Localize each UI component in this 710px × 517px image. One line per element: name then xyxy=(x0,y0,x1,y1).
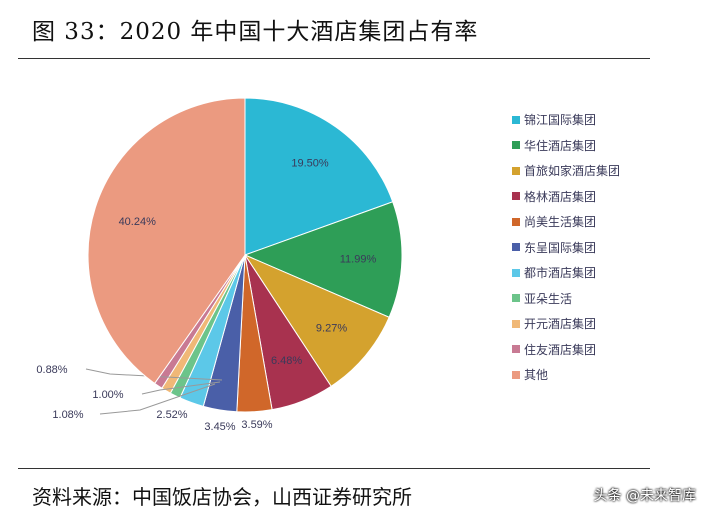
bottom-rule xyxy=(18,468,650,469)
legend-label: 格林酒店集团 xyxy=(524,189,597,204)
legend-item: 开元酒店集团 xyxy=(512,311,620,337)
legend-label: 住友酒店集团 xyxy=(524,342,597,357)
legend-label: 其他 xyxy=(524,368,549,383)
slice-label: 3.45% xyxy=(204,421,235,433)
slice-label: 1.08% xyxy=(52,409,83,421)
legend-label: 东呈国际集团 xyxy=(524,240,597,255)
slice-label: 6.48% xyxy=(271,355,302,367)
legend-item: 亚朵生活 xyxy=(512,286,620,312)
top-rule xyxy=(18,58,650,59)
leader-line xyxy=(99,383,216,415)
legend-item: 华住酒店集团 xyxy=(512,133,620,159)
slice-label: 19.50% xyxy=(291,158,329,170)
legend-item: 住友酒店集团 xyxy=(512,337,620,363)
legend-item: 首旅如家酒店集团 xyxy=(512,158,620,184)
slice-label: 3.59% xyxy=(241,419,272,431)
legend-item: 格林酒店集团 xyxy=(512,184,620,210)
legend-label: 亚朵生活 xyxy=(524,291,573,306)
leader-line xyxy=(85,368,223,381)
slice-label: 11.99% xyxy=(340,254,377,266)
leader-line xyxy=(141,381,221,395)
legend-swatch xyxy=(512,243,520,252)
slice-label: 2.52% xyxy=(156,409,187,421)
legend-label: 锦江国际集团 xyxy=(524,113,597,128)
legend: 锦江国际集团 华住酒店集团首旅如家酒店集团 格林酒店集团 尚美生活集团 东呈国际集团 都市… xyxy=(512,107,620,388)
source-note: 资料来源：中国饭店协会，山西证券研究所 xyxy=(32,485,412,509)
legend-item: 锦江国际集团 xyxy=(512,107,620,133)
legend-label: 尚美生活集团 xyxy=(524,215,597,230)
legend-swatch xyxy=(512,141,520,150)
legend-label: 华住酒店集团 xyxy=(524,138,597,153)
legend-swatch xyxy=(512,268,520,277)
pie-slice xyxy=(87,97,246,385)
legend-label: 开元酒店集团 xyxy=(524,317,597,332)
legend-item: 都市酒店集团 xyxy=(512,260,620,286)
slice-label: 1.00% xyxy=(92,389,123,401)
legend-swatch xyxy=(512,294,520,303)
legend-swatch xyxy=(512,115,520,124)
watermark: 头条 @未来智库 xyxy=(593,488,696,504)
legend-swatch xyxy=(512,192,520,201)
pie-slice xyxy=(244,97,394,256)
pie-slice xyxy=(243,201,403,318)
figure-title: 图 33：2020 年中国十大酒店集团占有率 xyxy=(32,19,479,45)
legend-swatch xyxy=(512,217,520,226)
legend-swatch xyxy=(512,370,520,379)
legend-item: 东呈国际集团 xyxy=(512,235,620,261)
legend-swatch xyxy=(512,166,520,175)
legend-item: 其他 xyxy=(512,362,620,388)
legend-label: 首旅如家酒店集团 xyxy=(524,164,621,179)
slice-label: 40.24% xyxy=(119,216,157,228)
slice-label: 0.88% xyxy=(36,364,67,376)
legend-item: 尚美生活集团 xyxy=(512,209,620,235)
legend-label: 都市酒店集团 xyxy=(524,266,597,281)
slice-label: 9.27% xyxy=(316,323,347,335)
legend-swatch xyxy=(512,345,520,354)
pie-slice xyxy=(243,253,390,387)
legend-swatch xyxy=(512,319,520,328)
